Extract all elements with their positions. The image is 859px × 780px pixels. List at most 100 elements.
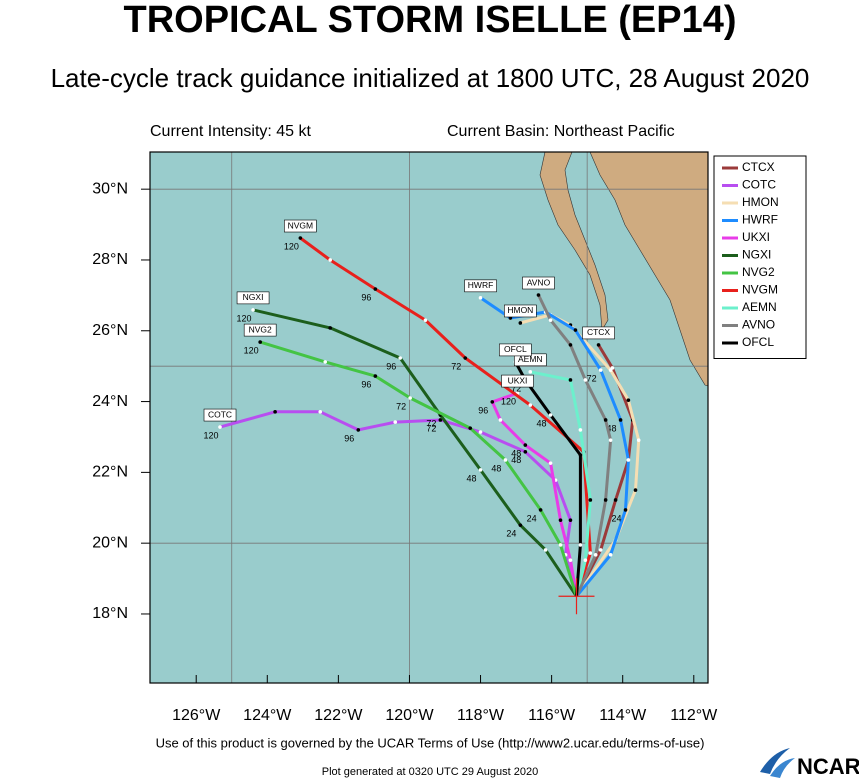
track-point [626, 398, 631, 402]
hour-label: 96 [386, 361, 396, 371]
sea [150, 152, 708, 683]
hour-label: 96 [478, 405, 488, 415]
initial-position [558, 578, 595, 615]
track-point [373, 374, 378, 378]
intensity-note: Current Intensity: 45 kt [150, 123, 312, 140]
legend-label: HWRF [742, 213, 778, 227]
legend-label: OFCL [742, 335, 774, 349]
track-point [636, 438, 641, 442]
track-point [251, 308, 255, 312]
hour-label: 72 [426, 418, 436, 428]
track-point [538, 508, 543, 512]
track-point [618, 418, 623, 422]
model-tag: NVGM [288, 220, 314, 230]
model-tag-box [522, 276, 555, 290]
track-point [608, 438, 613, 442]
track-point [258, 340, 262, 344]
track-point [468, 426, 473, 430]
legend-label: NGXI [742, 248, 771, 262]
model-tag-box [203, 408, 237, 422]
model-tag-box [499, 343, 532, 357]
generated-note: Plot generated at 0320 UTC 29 August 202… [322, 766, 539, 778]
y-tick-label: 30°N [92, 180, 128, 197]
x-tick-label: 122°W [314, 707, 363, 724]
hour-label: 96 [361, 292, 371, 302]
hour-label: 120 [204, 430, 219, 440]
track-point [478, 468, 483, 472]
plot-layer: 48 72 96 120 24 48 72 48 96 120 24 48 72 96 120 24 48 72 9… [150, 152, 708, 683]
logo-text: NCAR [797, 754, 859, 779]
track-point [568, 343, 573, 347]
track-point [298, 236, 303, 240]
track-point [478, 296, 483, 300]
track-point [583, 558, 588, 562]
track-point [438, 418, 443, 422]
track-point [536, 293, 541, 297]
subtitle: Late-cycle track guidance initialized at… [51, 63, 810, 93]
track-line [490, 391, 578, 597]
track-point [423, 318, 428, 322]
track-point [578, 453, 583, 457]
track-point [633, 488, 638, 492]
track-point [408, 396, 412, 400]
model-tag: OFCL [504, 344, 527, 354]
title: TROPICAL STORM ISELLE (EP14) [123, 0, 736, 41]
track-point [573, 328, 578, 332]
model-tag-box [236, 291, 270, 305]
track-point [588, 551, 593, 555]
track-point [558, 518, 563, 522]
hour-label: 96 [361, 379, 371, 389]
model-tag: CTCX [587, 327, 610, 337]
model-tag: UKXI [508, 375, 528, 385]
track-point [523, 443, 528, 447]
track-point [578, 543, 583, 547]
hour-label: 120 [244, 345, 259, 355]
legend-label: HMON [742, 195, 779, 209]
track-point [588, 498, 593, 502]
y-tick-label: 28°N [92, 251, 128, 268]
track-point [518, 321, 523, 325]
hour-label: 24 [612, 513, 622, 523]
track-point [583, 378, 588, 382]
hour-label: 48 [491, 463, 501, 473]
hour-label: 72 [426, 423, 436, 433]
hour-label: 48 [467, 473, 477, 483]
track-point [398, 356, 403, 360]
legend-label: UKXI [742, 230, 770, 244]
model-tag-box [464, 279, 497, 293]
model-tag-box [284, 219, 317, 233]
legend-label: NVGM [742, 283, 778, 297]
model-tag-box [243, 323, 277, 337]
track-point [598, 368, 603, 372]
track-line [530, 370, 592, 597]
model-tag: AEMN [518, 354, 543, 364]
track-point [318, 410, 323, 414]
legend-label: AVNO [742, 318, 775, 332]
track-point [608, 553, 613, 557]
track-point [568, 378, 573, 382]
legend-label: NVG2 [742, 265, 775, 279]
model-tag: NVG2 [249, 324, 272, 334]
hour-label: 24 [527, 513, 537, 523]
track-point [478, 430, 483, 434]
hour-label: 24 [506, 528, 516, 538]
logo-mark [760, 748, 790, 774]
track-point [528, 403, 533, 407]
hour-label: 120 [501, 396, 516, 406]
x-tick-label: 124°W [243, 707, 292, 724]
y-tick-label: 18°N [92, 605, 128, 622]
y-tick-label: 22°N [92, 464, 128, 481]
track-line [252, 308, 578, 598]
y-tick-label: 24°N [92, 393, 128, 410]
model-tag: COTC [208, 409, 232, 419]
legend-label: CTCX [742, 160, 775, 174]
track-point [503, 458, 508, 462]
track-point [273, 410, 277, 414]
model-tag-box [582, 326, 615, 340]
model-tag-box [504, 304, 537, 318]
model-tag: HWRF [468, 280, 494, 290]
x-tick-label: 126°W [172, 707, 221, 724]
track-point [356, 428, 361, 432]
